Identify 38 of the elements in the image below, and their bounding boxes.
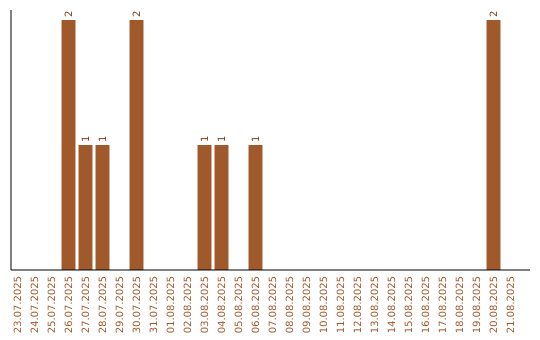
x-tick-label: 13.08.2025 <box>370 276 381 334</box>
x-tick-label: 12.08.2025 <box>353 276 364 334</box>
x-tick-label: 15.08.2025 <box>404 276 415 334</box>
x-tick-label: 23.07.2025 <box>13 276 24 334</box>
x-tick-label: 07.08.2025 <box>268 276 279 334</box>
x-tick-label: 24.07.2025 <box>30 276 41 334</box>
x-tick-label: 17.08.2025 <box>438 276 449 334</box>
data-label: 1 <box>81 136 92 142</box>
x-tick-label: 14.08.2025 <box>387 276 398 334</box>
x-tick-label: 03.08.2025 <box>200 276 211 334</box>
x-tick-label: 05.08.2025 <box>234 276 245 334</box>
x-tick-label: 30.07.2025 <box>132 276 143 334</box>
data-label: 1 <box>200 136 211 142</box>
x-tick-label: 26.07.2025 <box>64 276 75 334</box>
x-tick-label: 10.08.2025 <box>319 276 330 334</box>
data-label: 1 <box>98 136 109 142</box>
x-tick-label: 01.08.2025 <box>166 276 177 334</box>
x-tick-label: 06.08.2025 <box>251 276 262 334</box>
x-tick-label: 08.08.2025 <box>285 276 296 334</box>
x-tick-label: 21.08.2025 <box>506 276 517 334</box>
x-tick-label: 04.08.2025 <box>217 276 228 334</box>
data-label: 2 <box>64 10 75 17</box>
x-tick-label: 19.08.2025 <box>472 276 483 334</box>
x-tick-label: 16.08.2025 <box>421 276 432 334</box>
x-tick-label: 29.07.2025 <box>115 276 126 334</box>
data-label: 1 <box>217 136 228 142</box>
x-tick-label: 31.07.2025 <box>149 276 160 334</box>
x-tick-label: 09.08.2025 <box>302 276 313 334</box>
data-label: 1 <box>251 136 262 142</box>
x-tick-label: 11.08.2025 <box>336 276 347 334</box>
data-label: 2 <box>132 10 143 17</box>
x-tick-label: 28.07.2025 <box>98 276 109 334</box>
x-tick-label: 18.08.2025 <box>455 276 466 334</box>
x-tick-label: 27.07.2025 <box>81 276 92 334</box>
x-tick-label: 02.08.2025 <box>183 276 194 334</box>
x-tick-label: 25.07.2025 <box>47 276 58 334</box>
data-label: 2 <box>489 10 500 17</box>
x-tick-label: 20.08.2025 <box>489 276 500 334</box>
